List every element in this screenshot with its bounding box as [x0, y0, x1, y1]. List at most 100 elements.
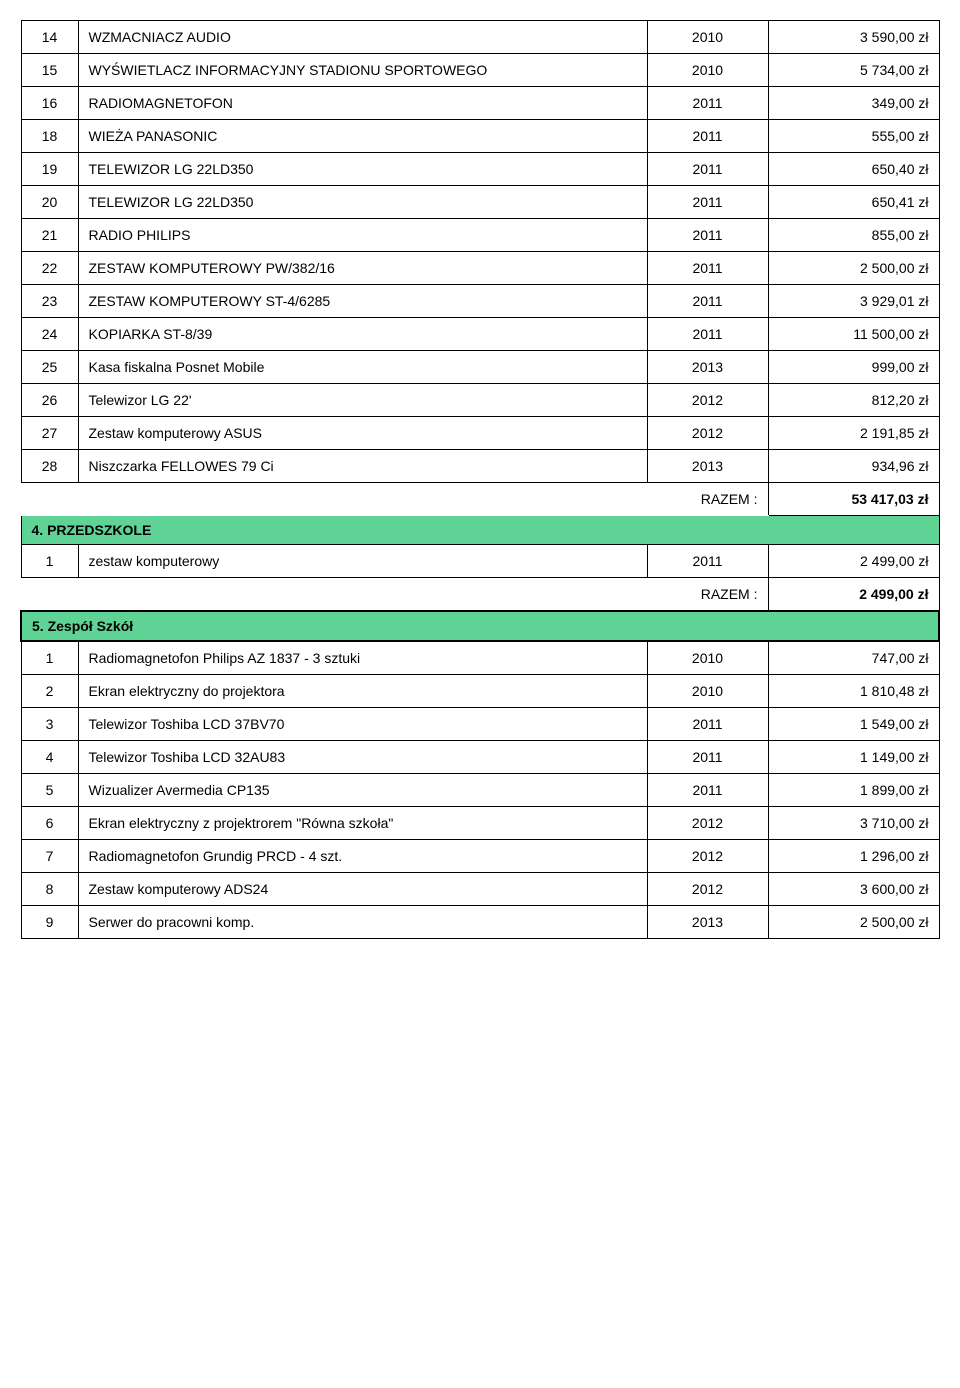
table-row: 3Telewizor Toshiba LCD 37BV7020111 549,0…	[21, 708, 939, 741]
row-number: 5	[21, 774, 78, 807]
row-value: 855,00 zł	[768, 219, 939, 252]
row-value: 650,41 zł	[768, 186, 939, 219]
row-value: 1 899,00 zł	[768, 774, 939, 807]
inventory-table: 14WZMACNIACZ AUDIO20103 590,00 zł15WYŚWI…	[20, 20, 940, 939]
row-description: Zestaw komputerowy ADS24	[78, 873, 647, 906]
row-number: 27	[21, 417, 78, 450]
table-row: 27Zestaw komputerowy ASUS20122 191,85 zł	[21, 417, 939, 450]
row-number: 20	[21, 186, 78, 219]
row-value: 3 590,00 zł	[768, 21, 939, 54]
row-year: 2011	[647, 252, 768, 285]
table-row: 1zestaw komputerowy20112 499,00 zł	[21, 545, 939, 578]
row-year: 2012	[647, 840, 768, 873]
table-row: 9Serwer do pracowni komp.20132 500,00 zł	[21, 906, 939, 939]
row-number: 8	[21, 873, 78, 906]
row-description: Niszczarka FELLOWES 79 Ci	[78, 450, 647, 483]
row-number: 25	[21, 351, 78, 384]
row-year: 2011	[647, 219, 768, 252]
row-description: ZESTAW KOMPUTEROWY PW/382/16	[78, 252, 647, 285]
row-number: 23	[21, 285, 78, 318]
row-value: 1 149,00 zł	[768, 741, 939, 774]
section-header-row: 5. Zespół Szkół	[21, 611, 939, 641]
table-row: 24KOPIARKA ST-8/39201111 500,00 zł	[21, 318, 939, 351]
row-description: Serwer do pracowni komp.	[78, 906, 647, 939]
row-description: zestaw komputerowy	[78, 545, 647, 578]
row-year: 2010	[647, 641, 768, 675]
section-title: 5. Zespół Szkół	[21, 611, 939, 641]
row-value: 2 499,00 zł	[768, 545, 939, 578]
row-year: 2013	[647, 906, 768, 939]
row-value: 2 500,00 zł	[768, 906, 939, 939]
row-year: 2010	[647, 54, 768, 87]
row-value: 747,00 zł	[768, 641, 939, 675]
row-year: 2012	[647, 384, 768, 417]
row-description: KOPIARKA ST-8/39	[78, 318, 647, 351]
row-description: Radiomagnetofon Philips AZ 1837 - 3 sztu…	[78, 641, 647, 675]
row-description: RADIOMAGNETOFON	[78, 87, 647, 120]
row-description: RADIO PHILIPS	[78, 219, 647, 252]
row-description: ZESTAW KOMPUTEROWY ST-4/6285	[78, 285, 647, 318]
row-value: 555,00 zł	[768, 120, 939, 153]
row-value: 812,20 zł	[768, 384, 939, 417]
table-row: 5Wizualizer Avermedia CP13520111 899,00 …	[21, 774, 939, 807]
row-number: 7	[21, 840, 78, 873]
row-value: 934,96 zł	[768, 450, 939, 483]
table-row: 14WZMACNIACZ AUDIO20103 590,00 zł	[21, 21, 939, 54]
row-year: 2011	[647, 708, 768, 741]
row-number: 22	[21, 252, 78, 285]
row-value: 2 500,00 zł	[768, 252, 939, 285]
row-value: 5 734,00 zł	[768, 54, 939, 87]
total-label: RAZEM :	[21, 483, 768, 516]
table-row: 16RADIOMAGNETOFON2011349,00 zł	[21, 87, 939, 120]
row-value: 3 929,01 zł	[768, 285, 939, 318]
row-description: TELEWIZOR LG 22LD350	[78, 186, 647, 219]
row-value: 999,00 zł	[768, 351, 939, 384]
row-number: 1	[21, 545, 78, 578]
row-year: 2012	[647, 873, 768, 906]
table-row: 21RADIO PHILIPS2011855,00 zł	[21, 219, 939, 252]
row-number: 2	[21, 675, 78, 708]
row-year: 2011	[647, 774, 768, 807]
row-number: 18	[21, 120, 78, 153]
row-year: 2012	[647, 807, 768, 840]
row-description: Kasa fiskalna Posnet Mobile	[78, 351, 647, 384]
row-number: 15	[21, 54, 78, 87]
row-description: WZMACNIACZ AUDIO	[78, 21, 647, 54]
table-row: 2Ekran elektryczny do projektora20101 81…	[21, 675, 939, 708]
section-header-row: 4. PRZEDSZKOLE	[21, 516, 939, 545]
table-row: 6Ekran elektryczny z projektrorem "Równa…	[21, 807, 939, 840]
row-year: 2013	[647, 450, 768, 483]
total-row: RAZEM :2 499,00 zł	[21, 578, 939, 612]
table-row: 25Kasa fiskalna Posnet Mobile2013999,00 …	[21, 351, 939, 384]
row-number: 9	[21, 906, 78, 939]
row-year: 2011	[647, 318, 768, 351]
row-description: Telewizor LG 22'	[78, 384, 647, 417]
table-row: 22ZESTAW KOMPUTEROWY PW/382/1620112 500,…	[21, 252, 939, 285]
table-row: 15WYŚWIETLACZ INFORMACYJNY STADIONU SPOR…	[21, 54, 939, 87]
table-row: 1Radiomagnetofon Philips AZ 1837 - 3 szt…	[21, 641, 939, 675]
row-year: 2010	[647, 675, 768, 708]
row-number: 24	[21, 318, 78, 351]
total-label: RAZEM :	[21, 578, 768, 612]
row-year: 2011	[647, 545, 768, 578]
row-year: 2011	[647, 153, 768, 186]
row-number: 28	[21, 450, 78, 483]
total-row: RAZEM :53 417,03 zł	[21, 483, 939, 516]
row-number: 14	[21, 21, 78, 54]
row-value: 3 710,00 zł	[768, 807, 939, 840]
row-description: Wizualizer Avermedia CP135	[78, 774, 647, 807]
row-year: 2013	[647, 351, 768, 384]
row-value: 11 500,00 zł	[768, 318, 939, 351]
row-year: 2011	[647, 186, 768, 219]
row-year: 2011	[647, 87, 768, 120]
row-value: 1 810,48 zł	[768, 675, 939, 708]
table-row: 28Niszczarka FELLOWES 79 Ci2013934,96 zł	[21, 450, 939, 483]
row-value: 2 191,85 zł	[768, 417, 939, 450]
row-value: 650,40 zł	[768, 153, 939, 186]
row-value: 349,00 zł	[768, 87, 939, 120]
row-value: 1 296,00 zł	[768, 840, 939, 873]
row-description: Telewizor Toshiba LCD 37BV70	[78, 708, 647, 741]
row-description: Zestaw komputerowy ASUS	[78, 417, 647, 450]
table-row: 18WIEŻA PANASONIC2011555,00 zł	[21, 120, 939, 153]
row-value: 1 549,00 zł	[768, 708, 939, 741]
